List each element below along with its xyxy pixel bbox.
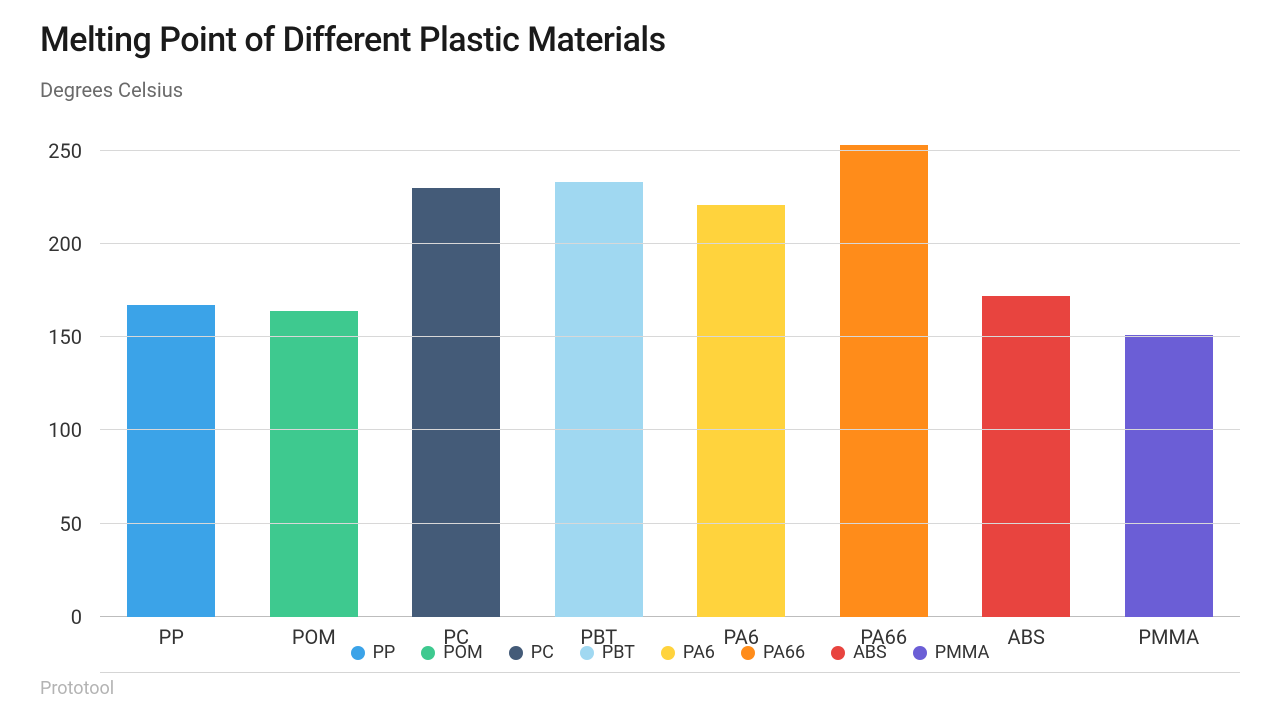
gridline [100, 150, 1240, 151]
y-tick-label: 150 [48, 325, 100, 349]
bar-slot: POM [243, 132, 386, 617]
bar [412, 188, 500, 617]
plot-area: PPPOMPCPBTPA6PA66ABSPMMA 050100150200250 [100, 132, 1240, 617]
y-tick-label: 0 [71, 605, 100, 629]
bar [982, 296, 1070, 617]
chart-zone: PPPOMPCPBTPA6PA66ABSPMMA 050100150200250… [40, 132, 1240, 697]
legend-item: PA6 [661, 642, 715, 663]
chart-subtitle: Degrees Celsius [40, 78, 1240, 102]
bar [697, 205, 785, 617]
legend-dot-icon [509, 646, 523, 660]
credit-label: Prototool [40, 678, 114, 699]
gridline [100, 523, 1240, 524]
bar-slot: PC [385, 132, 528, 617]
legend-item: PP [351, 642, 396, 663]
legend-label: PBT [602, 642, 635, 663]
legend-label: PC [531, 642, 554, 663]
legend-item: PBT [580, 642, 635, 663]
legend-label: PMMA [935, 642, 990, 663]
legend-dot-icon [351, 646, 365, 660]
legend-label: POM [443, 642, 482, 663]
bar [1125, 335, 1213, 617]
legend-dot-icon [661, 646, 675, 660]
bar [127, 305, 215, 617]
bar-slot: PMMA [1098, 132, 1241, 617]
legend-item: ABS [831, 642, 887, 663]
bar-slot: PA66 [813, 132, 956, 617]
legend-dot-icon [580, 646, 594, 660]
gridline [100, 243, 1240, 244]
y-tick-label: 100 [48, 418, 100, 442]
legend-label: ABS [853, 642, 887, 663]
legend-dot-icon [741, 646, 755, 660]
bar-slot: PBT [528, 132, 671, 617]
y-tick-label: 50 [60, 512, 100, 536]
bar [555, 182, 643, 617]
legend-item: PA66 [741, 642, 805, 663]
legend-dot-icon [913, 646, 927, 660]
legend-item: POM [421, 642, 482, 663]
gridline [100, 429, 1240, 430]
chart-title: Melting Point of Different Plastic Mater… [40, 20, 1240, 60]
y-tick-label: 250 [48, 139, 100, 163]
chart-container: Melting Point of Different Plastic Mater… [0, 0, 1280, 717]
legend-dot-icon [421, 646, 435, 660]
legend-label: PA66 [763, 642, 805, 663]
footer-divider [100, 672, 1240, 673]
bars-group: PPPOMPCPBTPA6PA66ABSPMMA [100, 132, 1240, 617]
bar-slot: ABS [955, 132, 1098, 617]
legend-item: PC [509, 642, 554, 663]
legend-label: PP [373, 642, 396, 663]
bar-slot: PA6 [670, 132, 813, 617]
legend: PP POM PC PBT PA6 PA66 ABS PMMA [100, 642, 1240, 663]
bar [840, 145, 928, 617]
bar-slot: PP [100, 132, 243, 617]
legend-dot-icon [831, 646, 845, 660]
legend-item: PMMA [913, 642, 990, 663]
bar [270, 311, 358, 617]
gridline [100, 336, 1240, 337]
y-tick-label: 200 [48, 232, 100, 256]
legend-label: PA6 [683, 642, 715, 663]
